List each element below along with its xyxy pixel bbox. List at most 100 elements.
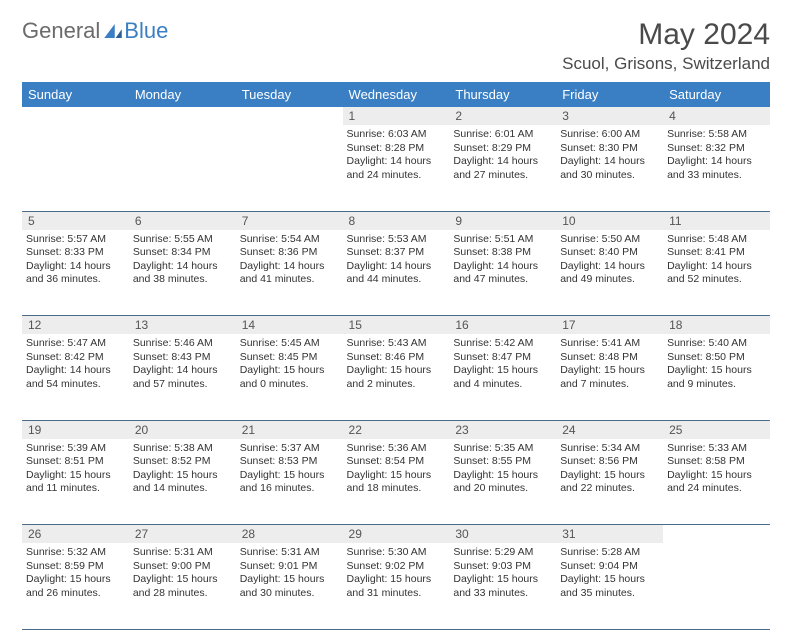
day-details: Sunrise: 5:47 AMSunset: 8:42 PMDaylight:… xyxy=(26,337,125,392)
day-number: 5 xyxy=(22,211,129,230)
day-cell: Sunrise: 6:00 AMSunset: 8:30 PMDaylight:… xyxy=(556,125,663,211)
day-details: Sunrise: 5:58 AMSunset: 8:32 PMDaylight:… xyxy=(667,128,766,183)
day-details: Sunrise: 5:35 AMSunset: 8:55 PMDaylight:… xyxy=(453,442,552,497)
calendar-body: 1234Sunrise: 6:03 AMSunset: 8:28 PMDayli… xyxy=(22,107,770,629)
day-number-row: 567891011 xyxy=(22,211,770,230)
day-number: 13 xyxy=(129,316,236,335)
logo-sail-icon xyxy=(104,24,122,38)
day-cell: Sunrise: 5:55 AMSunset: 8:34 PMDaylight:… xyxy=(129,230,236,316)
day-details: Sunrise: 5:29 AMSunset: 9:03 PMDaylight:… xyxy=(453,546,552,601)
day-number: 9 xyxy=(449,211,556,230)
location: Scuol, Grisons, Switzerland xyxy=(562,54,770,74)
day-details: Sunrise: 5:43 AMSunset: 8:46 PMDaylight:… xyxy=(347,337,446,392)
day-number: 29 xyxy=(343,525,450,544)
day-number: 15 xyxy=(343,316,450,335)
day-details: Sunrise: 5:55 AMSunset: 8:34 PMDaylight:… xyxy=(133,233,232,288)
day-details: Sunrise: 5:28 AMSunset: 9:04 PMDaylight:… xyxy=(560,546,659,601)
day-header: Tuesday xyxy=(236,82,343,107)
day-details: Sunrise: 5:46 AMSunset: 8:43 PMDaylight:… xyxy=(133,337,232,392)
day-cell: Sunrise: 5:34 AMSunset: 8:56 PMDaylight:… xyxy=(556,439,663,525)
day-cell: Sunrise: 5:40 AMSunset: 8:50 PMDaylight:… xyxy=(663,334,770,420)
day-number: 24 xyxy=(556,420,663,439)
day-cell: Sunrise: 6:03 AMSunset: 8:28 PMDaylight:… xyxy=(343,125,450,211)
day-details: Sunrise: 5:40 AMSunset: 8:50 PMDaylight:… xyxy=(667,337,766,392)
day-details: Sunrise: 6:03 AMSunset: 8:28 PMDaylight:… xyxy=(347,128,446,183)
day-header-row: Sunday Monday Tuesday Wednesday Thursday… xyxy=(22,82,770,107)
day-cell: Sunrise: 5:54 AMSunset: 8:36 PMDaylight:… xyxy=(236,230,343,316)
day-number: 28 xyxy=(236,525,343,544)
day-cell: Sunrise: 5:41 AMSunset: 8:48 PMDaylight:… xyxy=(556,334,663,420)
day-number: 11 xyxy=(663,211,770,230)
day-details: Sunrise: 5:54 AMSunset: 8:36 PMDaylight:… xyxy=(240,233,339,288)
day-number: 30 xyxy=(449,525,556,544)
day-cell: Sunrise: 5:51 AMSunset: 8:38 PMDaylight:… xyxy=(449,230,556,316)
day-details: Sunrise: 5:37 AMSunset: 8:53 PMDaylight:… xyxy=(240,442,339,497)
day-details: Sunrise: 5:31 AMSunset: 9:01 PMDaylight:… xyxy=(240,546,339,601)
day-number: 7 xyxy=(236,211,343,230)
day-header: Saturday xyxy=(663,82,770,107)
day-number: 10 xyxy=(556,211,663,230)
header: General Blue May 2024 Scuol, Grisons, Sw… xyxy=(22,18,770,74)
day-cell: Sunrise: 5:53 AMSunset: 8:37 PMDaylight:… xyxy=(343,230,450,316)
day-details: Sunrise: 5:38 AMSunset: 8:52 PMDaylight:… xyxy=(133,442,232,497)
day-number: 1 xyxy=(343,107,450,125)
day-number: 14 xyxy=(236,316,343,335)
day-details: Sunrise: 5:53 AMSunset: 8:37 PMDaylight:… xyxy=(347,233,446,288)
day-number: 19 xyxy=(22,420,129,439)
day-cell: Sunrise: 5:37 AMSunset: 8:53 PMDaylight:… xyxy=(236,439,343,525)
day-number xyxy=(663,525,770,544)
day-number xyxy=(236,107,343,125)
day-details: Sunrise: 5:34 AMSunset: 8:56 PMDaylight:… xyxy=(560,442,659,497)
day-details: Sunrise: 5:45 AMSunset: 8:45 PMDaylight:… xyxy=(240,337,339,392)
day-number: 18 xyxy=(663,316,770,335)
day-cell: Sunrise: 5:36 AMSunset: 8:54 PMDaylight:… xyxy=(343,439,450,525)
day-cell: Sunrise: 5:31 AMSunset: 9:00 PMDaylight:… xyxy=(129,543,236,629)
day-number xyxy=(129,107,236,125)
logo-text-blue: Blue xyxy=(124,18,168,44)
day-number: 12 xyxy=(22,316,129,335)
day-content-row: Sunrise: 5:57 AMSunset: 8:33 PMDaylight:… xyxy=(22,230,770,316)
day-cell: Sunrise: 5:48 AMSunset: 8:41 PMDaylight:… xyxy=(663,230,770,316)
day-cell: Sunrise: 5:31 AMSunset: 9:01 PMDaylight:… xyxy=(236,543,343,629)
day-header: Thursday xyxy=(449,82,556,107)
day-number: 31 xyxy=(556,525,663,544)
day-header: Monday xyxy=(129,82,236,107)
day-cell: Sunrise: 5:42 AMSunset: 8:47 PMDaylight:… xyxy=(449,334,556,420)
logo: General Blue xyxy=(22,18,168,44)
day-details: Sunrise: 5:31 AMSunset: 9:00 PMDaylight:… xyxy=(133,546,232,601)
day-number-row: 1234 xyxy=(22,107,770,125)
day-details: Sunrise: 5:57 AMSunset: 8:33 PMDaylight:… xyxy=(26,233,125,288)
day-details: Sunrise: 5:51 AMSunset: 8:38 PMDaylight:… xyxy=(453,233,552,288)
day-number: 22 xyxy=(343,420,450,439)
logo-text-general: General xyxy=(22,18,100,44)
day-details: Sunrise: 5:39 AMSunset: 8:51 PMDaylight:… xyxy=(26,442,125,497)
day-cell: Sunrise: 5:33 AMSunset: 8:58 PMDaylight:… xyxy=(663,439,770,525)
day-details: Sunrise: 5:42 AMSunset: 8:47 PMDaylight:… xyxy=(453,337,552,392)
day-number: 3 xyxy=(556,107,663,125)
day-number: 27 xyxy=(129,525,236,544)
day-details: Sunrise: 5:33 AMSunset: 8:58 PMDaylight:… xyxy=(667,442,766,497)
day-cell: Sunrise: 5:29 AMSunset: 9:03 PMDaylight:… xyxy=(449,543,556,629)
day-header: Wednesday xyxy=(343,82,450,107)
day-cell: Sunrise: 5:43 AMSunset: 8:46 PMDaylight:… xyxy=(343,334,450,420)
day-details: Sunrise: 5:50 AMSunset: 8:40 PMDaylight:… xyxy=(560,233,659,288)
day-details: Sunrise: 5:30 AMSunset: 9:02 PMDaylight:… xyxy=(347,546,446,601)
day-number: 20 xyxy=(129,420,236,439)
day-content-row: Sunrise: 5:47 AMSunset: 8:42 PMDaylight:… xyxy=(22,334,770,420)
day-cell: Sunrise: 5:28 AMSunset: 9:04 PMDaylight:… xyxy=(556,543,663,629)
day-cell: Sunrise: 5:58 AMSunset: 8:32 PMDaylight:… xyxy=(663,125,770,211)
calendar-table: Sunday Monday Tuesday Wednesday Thursday… xyxy=(22,82,770,630)
day-cell xyxy=(663,543,770,629)
day-header: Friday xyxy=(556,82,663,107)
title-block: May 2024 Scuol, Grisons, Switzerland xyxy=(562,18,770,74)
day-number: 4 xyxy=(663,107,770,125)
day-cell xyxy=(236,125,343,211)
day-details: Sunrise: 5:41 AMSunset: 8:48 PMDaylight:… xyxy=(560,337,659,392)
day-number: 16 xyxy=(449,316,556,335)
day-cell: Sunrise: 5:35 AMSunset: 8:55 PMDaylight:… xyxy=(449,439,556,525)
day-content-row: Sunrise: 6:03 AMSunset: 8:28 PMDaylight:… xyxy=(22,125,770,211)
day-number-row: 262728293031 xyxy=(22,525,770,544)
day-content-row: Sunrise: 5:39 AMSunset: 8:51 PMDaylight:… xyxy=(22,439,770,525)
day-cell: Sunrise: 5:47 AMSunset: 8:42 PMDaylight:… xyxy=(22,334,129,420)
day-number-row: 19202122232425 xyxy=(22,420,770,439)
